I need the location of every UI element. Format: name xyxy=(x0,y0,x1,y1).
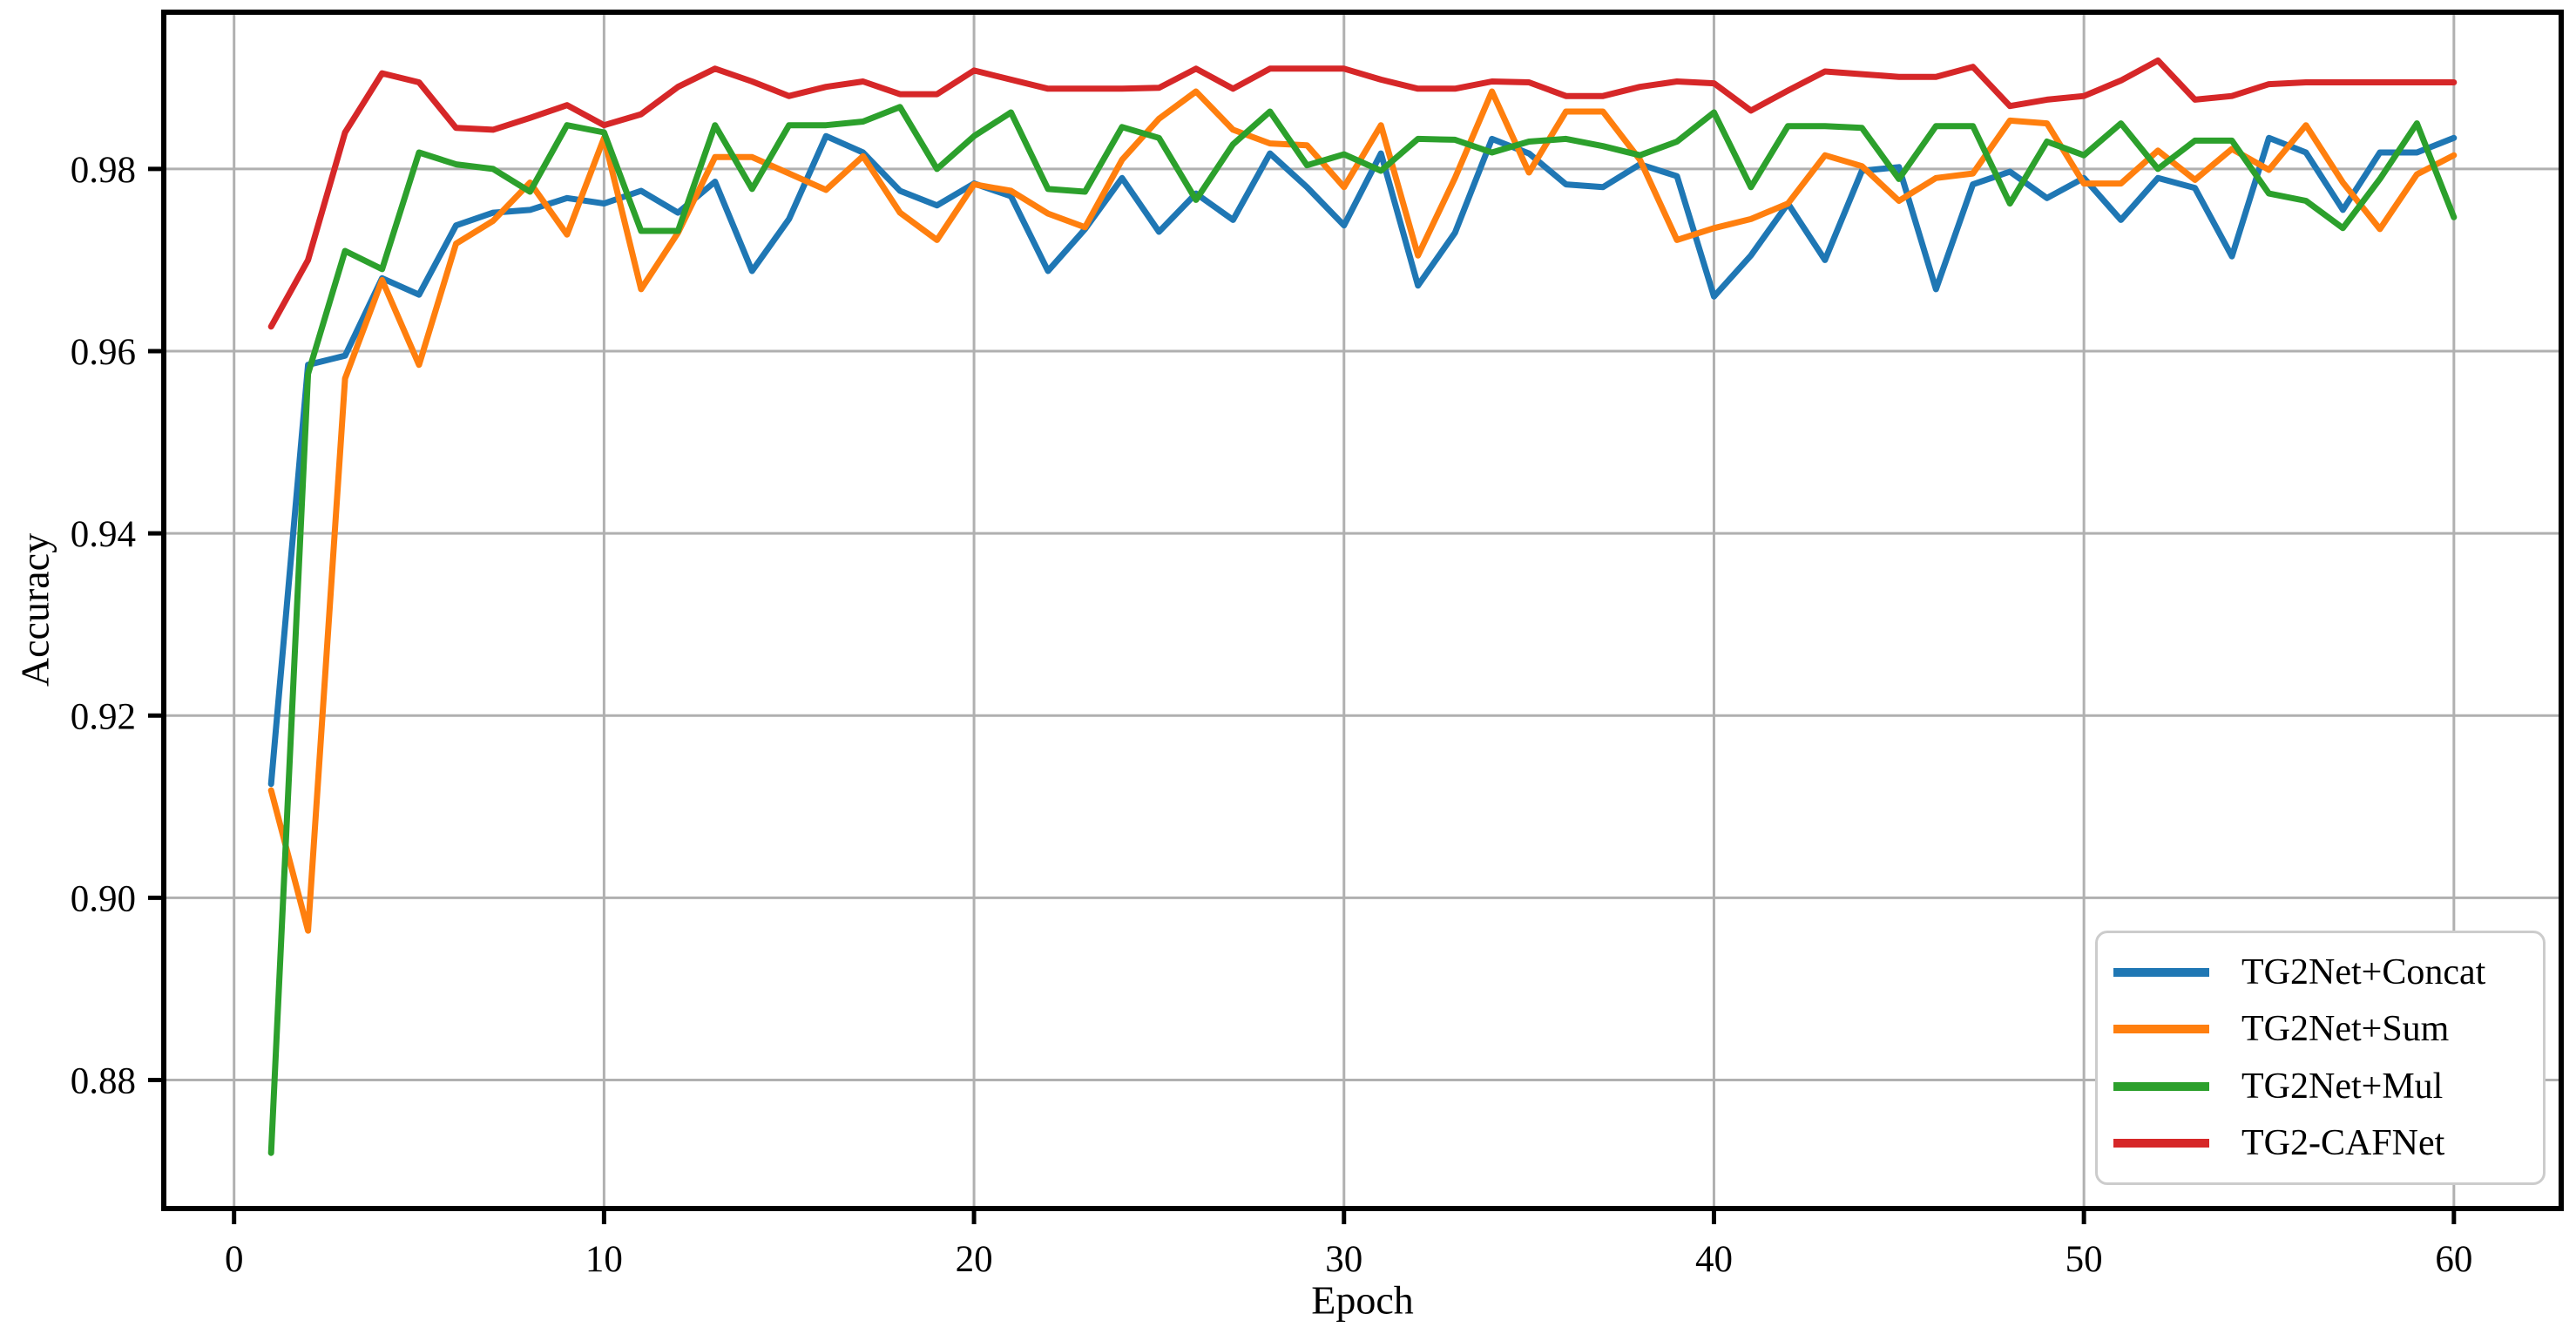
y-tick-label: 0.94 xyxy=(71,514,136,555)
x-tick-label: 10 xyxy=(585,1239,623,1280)
y-axis-label: Accuracy xyxy=(12,532,57,687)
legend-swatch-tg2net-concat xyxy=(2113,967,2209,977)
legend-label-tg2net-concat: TG2Net+Concat xyxy=(2241,951,2486,992)
x-tick-label: 40 xyxy=(1695,1239,1733,1280)
legend-label-tg2net-mul: TG2Net+Mul xyxy=(2241,1066,2444,1107)
y-tick-label: 0.90 xyxy=(71,878,136,919)
y-tick-label: 0.98 xyxy=(71,150,136,191)
x-tick-label: 50 xyxy=(2066,1239,2103,1280)
legend-item-tg2net-mul: TG2Net+Mul xyxy=(2113,1068,2543,1105)
legend-label-tg2-cafnet: TG2-CAFNet xyxy=(2241,1123,2445,1164)
x-axis-label: Epoch xyxy=(1311,1277,1414,1323)
legend-label-tg2net-sum: TG2Net+Sum xyxy=(2241,1009,2450,1050)
legend: TG2Net+Concat TG2Net+Sum TG2Net+Mul TG2-… xyxy=(2095,931,2546,1185)
axis-ticks xyxy=(148,166,2457,1224)
series-line-tg2net-sum xyxy=(267,88,2458,934)
x-tick-label: 60 xyxy=(2435,1239,2472,1280)
series-line-tg2net-concat xyxy=(267,132,2458,788)
series-line-tg2net-mul xyxy=(267,104,2458,1156)
x-tick-label: 0 xyxy=(225,1239,244,1280)
legend-item-tg2net-concat: TG2Net+Concat xyxy=(2113,954,2543,991)
y-tick-label: 0.92 xyxy=(71,696,136,737)
x-tick-label: 20 xyxy=(956,1239,993,1280)
y-tick-label: 0.88 xyxy=(71,1061,136,1102)
legend-item-tg2-cafnet: TG2-CAFNet xyxy=(2113,1125,2543,1161)
legend-swatch-tg2net-sum xyxy=(2113,1025,2209,1034)
plot-spines xyxy=(161,10,2564,1211)
legend-swatch-tg2net-mul xyxy=(2113,1081,2209,1091)
axis-tick-labels: 0 10 20 30 40 50 60 0.88 0.90 0.92 0.94 0.96 0.98 xyxy=(71,150,2473,1280)
legend-swatch-tg2-cafnet xyxy=(2113,1139,2209,1148)
legend-item-tg2net-sum: TG2Net+Sum xyxy=(2113,1011,2543,1047)
x-tick-label: 30 xyxy=(1325,1239,1362,1280)
series-line-tg2-cafnet xyxy=(267,57,2458,330)
y-tick-label: 0.96 xyxy=(71,332,136,373)
